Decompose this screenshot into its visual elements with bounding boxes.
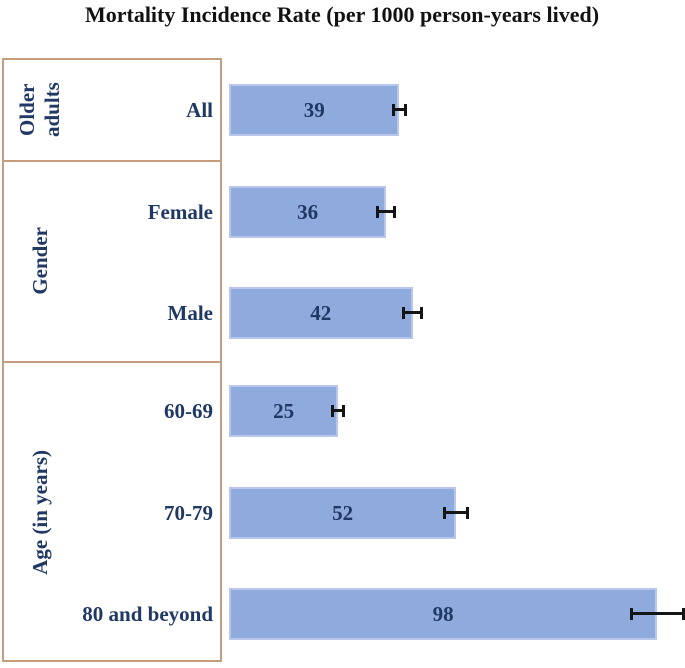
category-label: Male <box>167 300 213 325</box>
error-bar <box>376 206 397 218</box>
error-bar <box>443 507 470 519</box>
category-label: All <box>186 97 213 122</box>
error-bar-cap-left <box>629 608 633 620</box>
error-bar-line <box>392 108 407 111</box>
bar: 36 <box>229 186 387 238</box>
error-bar-cap-left <box>443 507 447 519</box>
error-bar-cap-left <box>331 405 335 417</box>
category-label: 60-69 <box>164 398 213 423</box>
bar: 25 <box>229 385 339 437</box>
error-bar-line <box>629 612 685 615</box>
error-bar <box>401 307 424 319</box>
error-bar-cap-right <box>393 206 397 218</box>
bar-value-label: 42 <box>310 300 332 325</box>
category-label: 70-79 <box>164 500 213 525</box>
error-bar-cap-right <box>420 307 424 319</box>
bar: 39 <box>229 84 400 136</box>
bar-value-label: 39 <box>303 97 325 122</box>
category-panel <box>2 58 222 662</box>
category-label: Female <box>147 199 213 224</box>
error-bar-line <box>443 511 470 514</box>
bar-value-label: 98 <box>432 601 454 626</box>
error-bar-cap-left <box>376 206 380 218</box>
error-bar-line <box>401 311 424 314</box>
error-bar <box>629 608 685 620</box>
error-bar-cap-right <box>342 405 346 417</box>
error-bar-line <box>376 210 397 213</box>
error-bar <box>392 104 407 116</box>
group-divider <box>2 361 222 363</box>
bar-value-label: 25 <box>273 398 295 423</box>
error-bar <box>331 405 346 417</box>
bar: 42 <box>229 287 413 339</box>
bar-value-label: 52 <box>332 500 354 525</box>
error-bar-cap-right <box>403 104 407 116</box>
bar: 98 <box>229 588 658 640</box>
category-label: 80 and beyond <box>82 601 213 626</box>
bar: 52 <box>229 487 457 539</box>
error-bar-cap-right <box>466 507 470 519</box>
bar-value-label: 36 <box>297 199 319 224</box>
chart-title: Mortality Incidence Rate (per 1000 perso… <box>84 2 600 27</box>
error-bar-cap-left <box>401 307 405 319</box>
group-divider <box>2 160 222 162</box>
error-bar-cap-right <box>681 608 685 620</box>
error-bar-cap-left <box>392 104 395 116</box>
error-bar-line <box>331 409 346 412</box>
